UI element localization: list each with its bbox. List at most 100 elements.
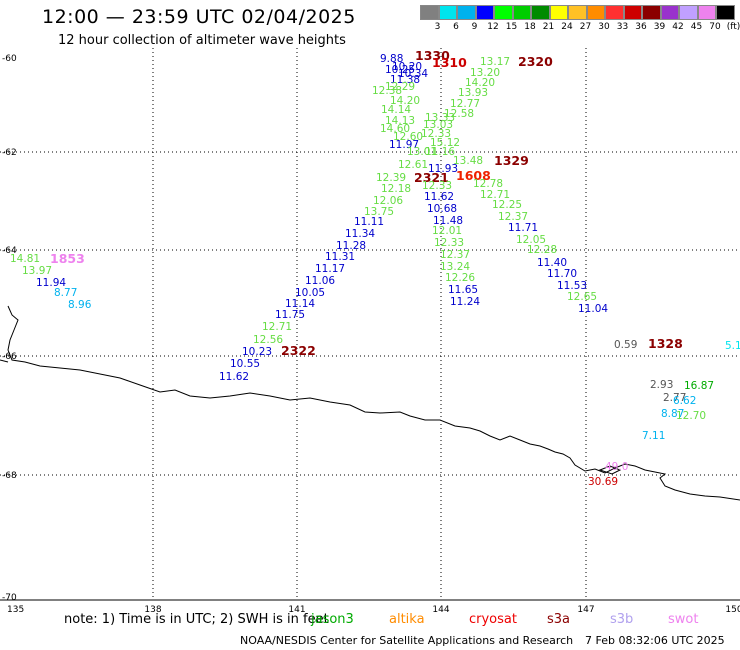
wave-height-value: 11.11 (354, 216, 384, 228)
pass-time-label: 2321 (414, 170, 449, 185)
colorbar-label: 36 (635, 22, 647, 32)
colorbar-label: 27 (579, 22, 592, 32)
lat-lon-grid: -60 -62 -64 -66 -68 -70 135 138 141 144 147 150 (0, 48, 740, 615)
longitude-label: 138 (144, 605, 161, 615)
colorbar-swatch (438, 5, 457, 20)
wave-height-value: 11.04 (578, 303, 608, 315)
wave-height-value: 11.75 (275, 309, 305, 321)
colorbar-swatch (605, 5, 624, 20)
wave-height-value: 14.60 (380, 123, 410, 135)
wave-height-value: 7.11 (642, 430, 665, 442)
wave-height-value: 13.01 (407, 146, 437, 158)
footer-note: note: 1) Time is in UTC; 2) SWH is in fe… (64, 612, 329, 627)
wave-height-value: 8.77 (54, 287, 77, 299)
latitude-label: -60 (2, 54, 17, 64)
colorbar-label: 42 (672, 22, 684, 32)
colorbar-swatch (642, 5, 661, 20)
wave-height-value: 13.24 (440, 261, 470, 273)
colorbar-label: 12 (487, 22, 499, 32)
wave-height-value: 12.37 (498, 211, 528, 223)
latitude-label: -66 (2, 352, 17, 362)
wave-height-value: 12.60 (393, 131, 423, 143)
wave-height-value: 12.28 (527, 244, 557, 256)
colorbar-label: 15 (505, 22, 518, 32)
wave-height-value: 12.38 (372, 85, 402, 97)
colorbar-swatch (716, 5, 735, 20)
wave-height-value: 15.12 (430, 137, 460, 149)
wave-height-value: 8.96 (68, 299, 92, 311)
pass-time-label: 1310 (432, 55, 467, 70)
wave-height-value: 2.93 (650, 379, 673, 391)
wave-height-value: 9.88 (380, 53, 403, 65)
wave-height-value: 12.25 (492, 199, 522, 211)
wave-height-value: 49.0 (605, 461, 628, 473)
latitude-label: -64 (2, 246, 17, 256)
colorbar-label: 3 (434, 22, 441, 32)
coast-island (598, 465, 622, 475)
pass-time-label: 1330 (415, 48, 450, 63)
wave-height-value: 12.39 (376, 172, 406, 184)
wave-height-value: 5.1 (725, 340, 740, 352)
wave-height-value: 8.87 (661, 408, 684, 420)
wave-height-value: 12.71 (480, 189, 510, 201)
wave-height-value: 10.68 (427, 203, 457, 215)
wave-height-value: 12.65 (567, 291, 597, 303)
wave-height-value: 12.78 (473, 178, 503, 190)
colorbar-swatch (623, 5, 642, 20)
wave-height-value: 12.33 (422, 180, 452, 192)
wave-height-value: 12.37 (440, 249, 470, 261)
wave-height-value: 10.20 (392, 61, 422, 73)
wave-height-value: 14.14 (381, 104, 411, 116)
colorbar-swatch (549, 5, 568, 20)
wave-height-value: 11.97 (389, 139, 419, 151)
wave-height-value: 12.71 (262, 321, 292, 333)
wave-height-value: 11.53 (557, 280, 587, 292)
wave-height-value: 13.33 (425, 112, 455, 124)
longitude-label: 135 (7, 605, 24, 615)
wave-height-value: 30.69 (588, 476, 618, 488)
credit-line: NOAA/NESDIS Center for Satellite Applica… (240, 634, 574, 647)
wave-height-value: 11.38 (390, 74, 420, 86)
wave-height-value: 11.62 (424, 191, 454, 203)
satellite-legend-item: cryosat (469, 612, 517, 627)
wave-height-value: 12.05 (516, 234, 546, 246)
longitude-label: 150 (725, 605, 740, 615)
colorbar (420, 5, 735, 20)
wave-height-value: 10.55 (230, 358, 260, 370)
wave-height-value: 6.62 (673, 395, 696, 407)
latitude-label: -70 (2, 593, 17, 603)
wave-height-value: 11.48 (433, 215, 463, 227)
colorbar-swatch (531, 5, 550, 20)
wave-height-value: 14.13 (385, 115, 415, 127)
wave-height-value: 10.25 (385, 64, 415, 76)
wave-height-value: 12.29 (385, 81, 415, 93)
wave-height-value: 13.75 (364, 206, 394, 218)
wave-height-value: 12.33 (421, 128, 451, 140)
latitude-label: -62 (2, 148, 17, 158)
colorbar-label: 33 (616, 22, 629, 32)
wave-height-value: 2.77 (663, 392, 686, 404)
wave-height-value: 0.59 (614, 339, 637, 351)
colorbar-label: 6 (453, 22, 459, 32)
colorbar-label: 9 (471, 22, 478, 32)
colorbar-label: 70 (709, 22, 721, 32)
wave-height-value: 13.97 (22, 265, 52, 277)
wave-height-value: 11.71 (508, 222, 538, 234)
satellite-legend-item: jason3 (311, 612, 354, 627)
wave-height-value: 11.62 (219, 371, 249, 383)
pass-time-label: 2320 (518, 54, 553, 69)
wave-height-value: 14.20 (390, 95, 420, 107)
wave-height-value: 11.65 (448, 284, 478, 296)
longitude-label: 147 (577, 605, 594, 615)
satellite-legend-item: altika (389, 612, 425, 627)
colorbar-swatch (457, 5, 476, 20)
colorbar-swatch (697, 5, 716, 20)
pass-time-label: 1328 (648, 336, 683, 351)
wave-height-value: 12.26 (445, 272, 475, 284)
satellite-legend-item: s3a (547, 612, 571, 627)
wave-height-value: 12.58 (444, 108, 474, 120)
colorbar-swatch (475, 5, 494, 20)
colorbar-label: 18 (524, 22, 536, 32)
